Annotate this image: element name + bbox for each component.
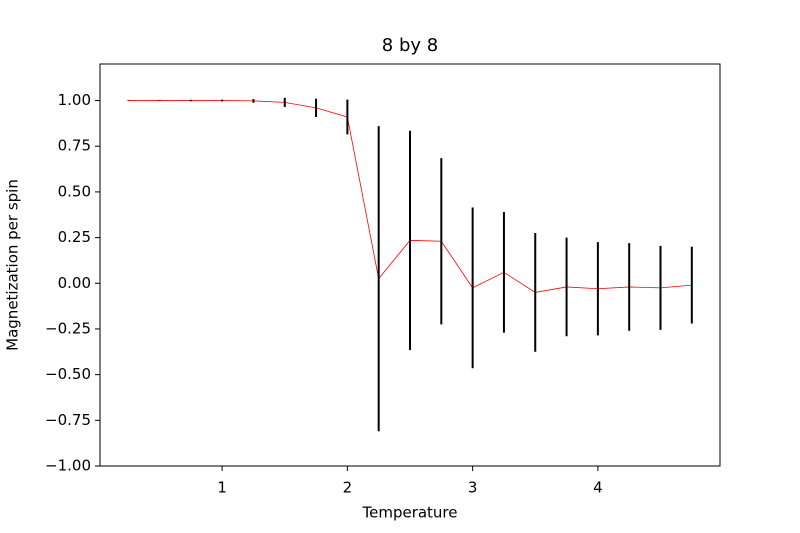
x-tick-label: 1 xyxy=(217,479,227,497)
y-tick-label: 0.25 xyxy=(58,228,91,246)
y-tick-label: −0.25 xyxy=(45,319,91,337)
y-tick-label: 1.00 xyxy=(58,91,91,109)
y-axis-label: Magnetization per spin xyxy=(4,179,22,351)
y-tick-label: 0.00 xyxy=(58,274,91,292)
x-axis-label: Temperature xyxy=(361,504,457,522)
x-tick-label: 2 xyxy=(343,479,353,497)
x-tick-label: 3 xyxy=(468,479,478,497)
y-tick-label: 0.50 xyxy=(58,182,91,200)
chart-title: 8 by 8 xyxy=(382,35,438,56)
y-tick-label: −1.00 xyxy=(45,457,91,475)
y-tick-label: −0.50 xyxy=(45,365,91,383)
y-tick-label: −0.75 xyxy=(45,411,91,429)
plot-frame xyxy=(99,63,721,467)
y-tick-label: 0.75 xyxy=(58,137,91,155)
x-tick-label: 4 xyxy=(593,479,603,497)
